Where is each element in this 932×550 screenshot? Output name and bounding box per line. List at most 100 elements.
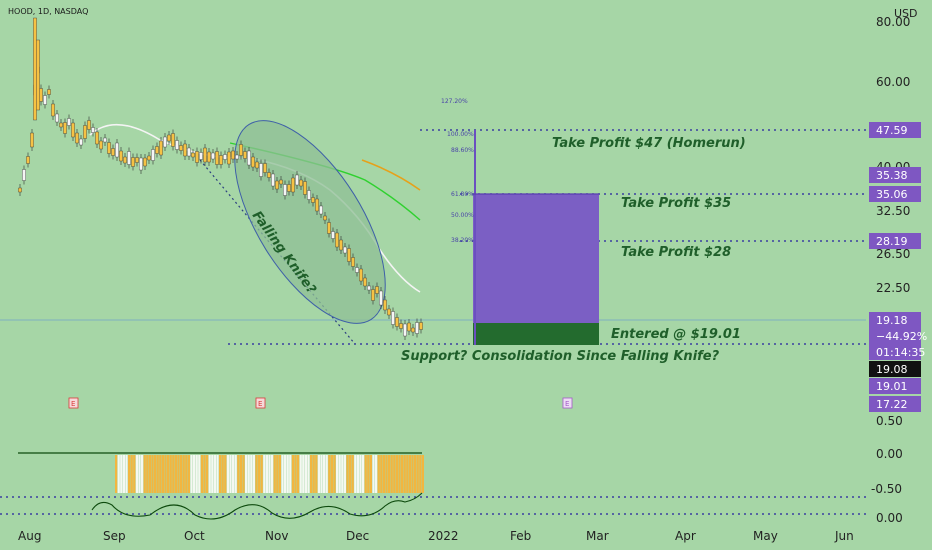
indicator-bar xyxy=(138,455,141,493)
time-tick: 2022 xyxy=(428,529,459,543)
indicator-bar xyxy=(380,455,383,493)
indicator-bar xyxy=(151,455,154,493)
indicator-bar xyxy=(172,455,175,493)
candle xyxy=(283,184,287,196)
candle xyxy=(351,257,355,267)
candle xyxy=(147,155,151,161)
candle xyxy=(199,152,203,160)
indicator-bar xyxy=(299,455,302,493)
candle xyxy=(335,232,339,248)
candle xyxy=(367,285,371,291)
candles xyxy=(18,17,423,340)
candle xyxy=(231,150,235,160)
candle xyxy=(279,179,283,185)
earnings-marker-box[interactable] xyxy=(562,397,573,409)
price-label-change: −44.92% xyxy=(876,330,927,343)
time-tick: Jun xyxy=(834,529,854,543)
indicator-bar xyxy=(330,455,333,493)
indicator-bar xyxy=(224,455,227,493)
indicator-bar xyxy=(343,455,346,493)
candle xyxy=(179,145,183,151)
indicator-bar xyxy=(146,455,149,493)
candle xyxy=(203,147,207,163)
candle xyxy=(67,118,71,126)
indicator-bar xyxy=(289,455,292,493)
indicator-bar xyxy=(239,455,242,493)
candle-spike xyxy=(36,39,40,111)
annotation-take-profit-47: Take Profit $47 (Homerun) xyxy=(552,136,746,151)
indicator-bar xyxy=(372,455,375,493)
indicator-bar xyxy=(297,455,300,493)
candle xyxy=(75,132,79,144)
candle xyxy=(363,277,367,287)
indicator-bar xyxy=(349,455,352,493)
indicator-bar xyxy=(185,455,188,493)
fib-labels: 127.20% 100.00% 88.60% 61.80% 50.00% 38.… xyxy=(441,98,474,244)
candle xyxy=(315,198,319,212)
candle xyxy=(163,136,167,148)
price-label-support: 17.22 xyxy=(876,398,908,411)
candle xyxy=(87,120,91,130)
candle xyxy=(255,161,259,169)
indicator-tick: -0.50 xyxy=(871,482,902,496)
indicator-bar xyxy=(328,455,331,493)
indicator-bar xyxy=(130,455,133,493)
indicator-bar xyxy=(154,455,157,493)
price-label-entry: 19.01 xyxy=(876,380,908,393)
annotation-take-profit-28: Take Profit $28 xyxy=(621,245,731,260)
candle xyxy=(227,151,231,165)
candle xyxy=(415,322,419,334)
indicator-bar xyxy=(128,455,131,493)
candle xyxy=(347,248,351,262)
indicator-bar xyxy=(255,455,258,493)
fib-label: 88.60% xyxy=(451,147,474,154)
indicator-bar xyxy=(180,455,183,493)
candle xyxy=(107,142,111,154)
indicator-bar xyxy=(216,455,219,493)
candle xyxy=(223,154,227,160)
earnings-marker: E xyxy=(565,400,569,408)
candle xyxy=(419,322,423,330)
candle xyxy=(131,157,135,167)
indicator-bar xyxy=(291,455,294,493)
price-labels: 47.59 35.38 35.06 28.19 19.18 −44.92% 01:14:35… xyxy=(869,122,927,412)
candle xyxy=(263,163,267,173)
indicator-bar xyxy=(200,455,203,493)
price-tick: 80.00 xyxy=(876,15,910,29)
indicator-bar xyxy=(406,455,409,493)
earnings-marker: E xyxy=(258,400,262,408)
price-label-countdown: 01:14:35 xyxy=(876,346,925,359)
earnings-marker: E xyxy=(71,400,75,408)
indicator-bar xyxy=(234,455,237,493)
indicator-bar xyxy=(395,455,398,493)
indicator-bar xyxy=(375,455,378,493)
price-axis: 80.00 60.00 40.00 32.50 26.50 22.50 0.50… xyxy=(871,15,910,525)
indicator-bar xyxy=(408,455,411,493)
indicator-oscillator xyxy=(91,492,423,520)
indicator-bar xyxy=(388,455,391,493)
indicator-bar xyxy=(211,455,214,493)
time-axis: Aug Sep Oct Nov Dec 2022 Feb Mar Apr May… xyxy=(18,529,854,543)
indicator-bar xyxy=(229,455,232,493)
indicator-bar xyxy=(258,455,261,493)
candle xyxy=(407,322,411,332)
candle xyxy=(403,323,407,337)
candle xyxy=(63,122,67,134)
candle xyxy=(343,246,347,254)
candle xyxy=(235,154,239,160)
candle xyxy=(71,122,75,138)
indicator-bar xyxy=(419,455,422,493)
earnings-marker-box[interactable] xyxy=(68,397,79,409)
candle xyxy=(215,151,219,165)
earnings-marker-box[interactable] xyxy=(255,397,266,409)
time-tick: Aug xyxy=(18,529,41,543)
indicator-bar xyxy=(367,455,370,493)
indicator-bar xyxy=(213,455,216,493)
indicator-bar xyxy=(187,455,190,493)
candle xyxy=(247,150,251,166)
candle xyxy=(291,177,295,193)
indicator-tick: 0.00 xyxy=(876,511,903,525)
indicator-tick: 0.00 xyxy=(876,447,903,461)
indicator-bar xyxy=(302,455,305,493)
